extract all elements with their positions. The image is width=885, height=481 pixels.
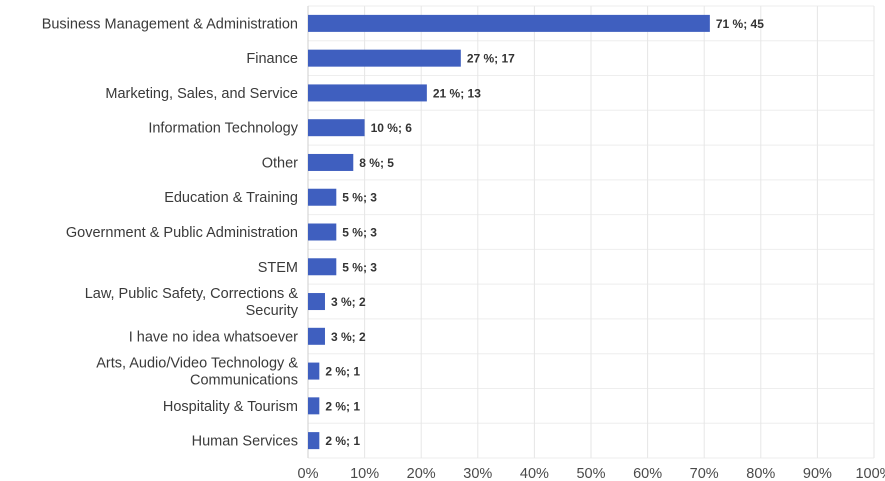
data-label: 21 %; 13 — [433, 86, 481, 100]
bar — [308, 153, 354, 171]
data-label: 3 %; 2 — [331, 295, 366, 309]
category-label: Business Management & Administration — [42, 16, 298, 32]
bar — [308, 327, 325, 345]
x-tick-label: 20% — [407, 466, 436, 481]
category-label: Government & Public Administration — [66, 225, 298, 241]
data-label: 5 %; 3 — [342, 260, 377, 274]
x-tick-label: 100% — [855, 466, 885, 481]
x-tick-label: 30% — [463, 466, 492, 481]
bar — [308, 14, 710, 32]
category-label: STEM — [258, 260, 298, 276]
x-tick-label: 0% — [298, 466, 319, 481]
bar — [308, 397, 320, 415]
category-labels: Business Management & Administration Fina… — [42, 16, 299, 449]
x-tick-label: 80% — [746, 466, 775, 481]
bar — [308, 119, 365, 137]
bar — [308, 84, 427, 102]
category-label: Marketing, Sales, and Service — [105, 86, 298, 102]
data-label: 5 %; 3 — [342, 226, 377, 240]
x-tick-label: 50% — [576, 466, 605, 481]
gridlines — [307, 5, 875, 459]
category-label: Hospitality & Tourism — [163, 399, 298, 415]
data-label: 8 %; 5 — [359, 156, 394, 170]
category-label: Arts, Audio/Video Technology & Communicat… — [96, 356, 298, 389]
bar — [308, 188, 337, 206]
x-tick-label: 40% — [520, 466, 549, 481]
category-label: Law, Public Safety, Corrections & Securit… — [85, 286, 299, 319]
bar — [308, 258, 337, 276]
data-label: 71 %; 45 — [716, 17, 764, 31]
data-label: 27 %; 17 — [467, 52, 515, 66]
x-tick-label: 10% — [350, 466, 379, 481]
category-label: Information Technology — [148, 121, 298, 137]
data-label: 2 %; 1 — [325, 365, 360, 379]
bar — [308, 223, 337, 241]
bar — [308, 432, 320, 450]
x-axis-ticks: 0% 10% 20% 30% 40% 50% 60% 70% 80% 90% 100% — [298, 466, 885, 481]
bars — [308, 14, 710, 450]
data-label: 3 %; 2 — [331, 330, 366, 344]
category-label: Education & Training — [164, 190, 298, 206]
category-label: Human Services — [192, 434, 298, 450]
bar — [308, 49, 461, 67]
category-label: Finance — [246, 51, 298, 67]
x-tick-label: 60% — [633, 466, 662, 481]
data-label: 2 %; 1 — [325, 399, 360, 413]
bar — [308, 362, 320, 380]
category-label: Other — [262, 155, 298, 171]
category-label: I have no idea whatsoever — [129, 329, 298, 345]
data-label: 10 %; 6 — [371, 121, 413, 135]
data-label: 2 %; 1 — [325, 434, 360, 448]
bar — [308, 293, 325, 311]
data-labels: 71 %; 45 27 %; 17 21 %; 13 10 %; 6 8 %; 5 5 %… — [325, 17, 764, 448]
x-tick-label: 90% — [803, 466, 832, 481]
x-tick-label: 70% — [690, 466, 719, 481]
data-label: 5 %; 3 — [342, 191, 377, 205]
